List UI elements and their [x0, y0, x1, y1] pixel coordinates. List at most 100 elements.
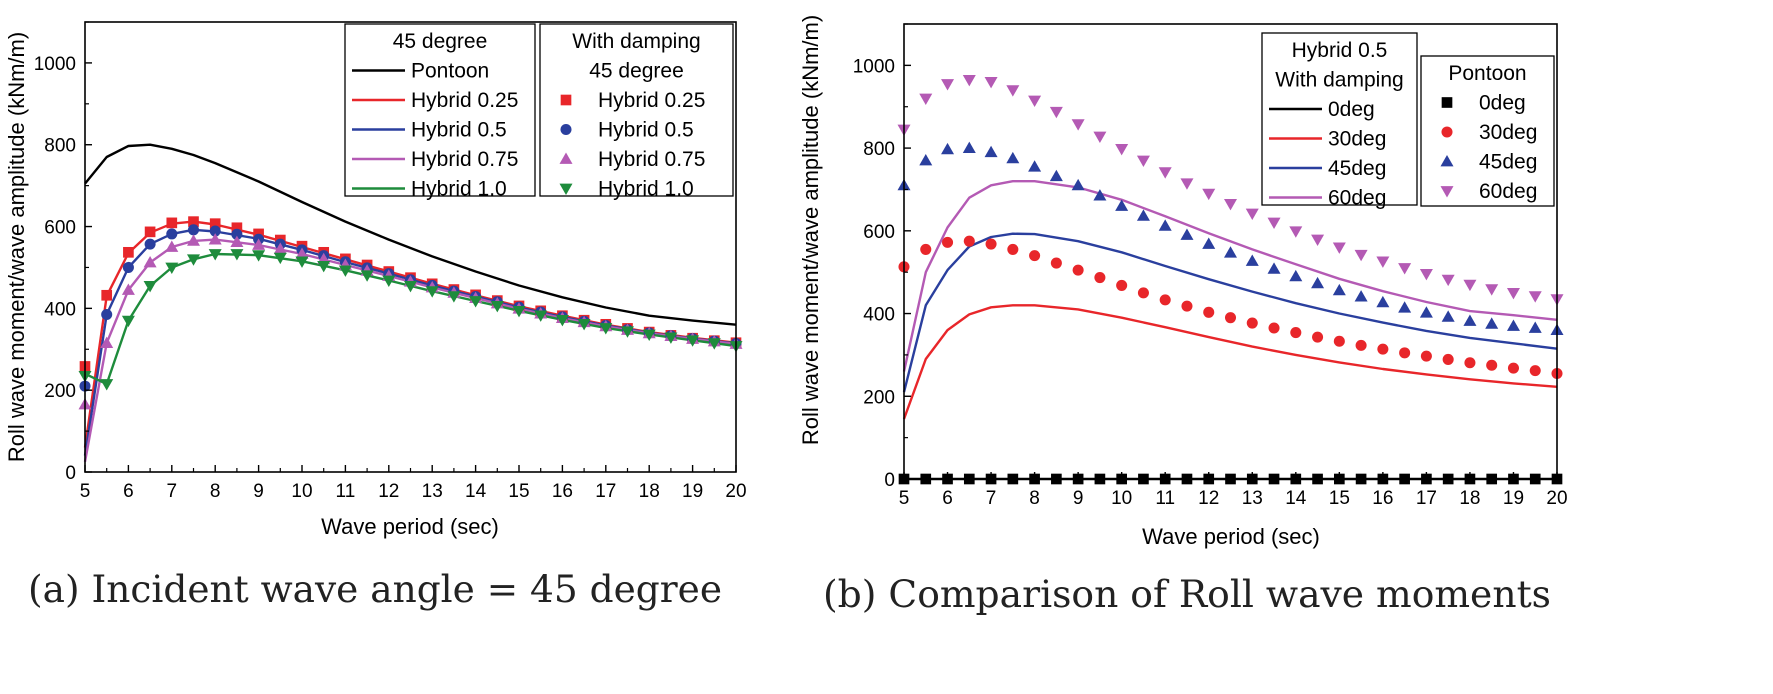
chart-a-legend-label-pontoon: Pontoon: [411, 60, 489, 83]
chart-b-point-60deg: [941, 79, 955, 91]
chart-a-legend-label-hybrid-0-75: Hybrid 0.75: [411, 148, 518, 171]
chart-b-point-45deg: [1506, 319, 1520, 331]
chart-b-point-45deg: [1419, 306, 1433, 318]
chart-a-ytick-label: 200: [44, 381, 76, 402]
chart-b-xtick-label: 12: [1198, 488, 1219, 509]
chart-a-point-hybrid-1-0: [317, 260, 331, 273]
chart-b-line-60deg: [902, 179, 1558, 372]
caption-b: (b) Comparison of Roll wave moments: [823, 573, 1551, 616]
chart-b-point-45deg: [1528, 321, 1542, 333]
chart-b: 5 6 7 8 9 10 11 12 13 14 15 16 17 18 19 200200400600800…: [798, 15, 1568, 549]
chart-b-ytick-label: 1000: [853, 56, 895, 77]
chart-b-point-45deg: [1180, 228, 1194, 240]
chart-a-legend-lines-box: [344, 23, 536, 197]
chart-a-point-hybrid-1-0: [425, 286, 439, 298]
chart-b-legend-marker-60deg: [1440, 186, 1454, 198]
chart-b-point-30deg: [1420, 350, 1432, 362]
chart-b-point-30deg: [1268, 322, 1280, 334]
chart-b-point-60deg: [919, 93, 933, 105]
chart-b-point-60deg: [1049, 106, 1063, 119]
chart-a-point-hybrid-0-25: [188, 216, 199, 227]
chart-a-xtick-label: 11: [336, 481, 356, 502]
chart-a-legend-markers-box: [539, 23, 734, 197]
chart-b-point-30deg: [1355, 339, 1367, 351]
chart-b-legend-lines-title: Hybrid 0.5: [1292, 39, 1388, 62]
chart-b-point-45deg: [984, 145, 998, 158]
chart-a-legend-label-hybrid-1-0: Hybrid 1.0: [598, 178, 694, 201]
chart-b-legend-marker-30deg: [1441, 126, 1453, 138]
chart-a-ytick-label: 400: [44, 299, 76, 320]
chart-a-point-hybrid-1-0: [187, 254, 200, 266]
chart-b-xtick-label: 6: [942, 488, 953, 509]
chart-b-point-45deg: [941, 142, 955, 155]
chart-b-point-45deg: [1398, 301, 1412, 313]
chart-a-point-hybrid-0-75: [187, 234, 200, 246]
chart-a-point-hybrid-1-0: [577, 319, 591, 331]
chart-a-legend-label-hybrid-0-25: Hybrid 0.25: [598, 89, 705, 112]
chart-b-xtick-label: 11: [1155, 488, 1175, 509]
caption-a: (a) Incident wave angle = 45 degree: [28, 568, 722, 611]
chart-b-point-30deg: [1094, 272, 1106, 284]
chart-b-xtick-label: 13: [1242, 488, 1263, 509]
chart-a-legend-markers-title: With damping: [572, 30, 700, 53]
chart-b-xtick-label: 17: [1416, 488, 1437, 509]
chart-b-point-30deg: [1116, 279, 1128, 291]
chart-b-xtick-label: 18: [1459, 488, 1480, 509]
chart-a-xtick-label: 12: [378, 481, 399, 502]
chart-a-point-hybrid-0-5: [101, 308, 113, 321]
chart-b-point-30deg: [1224, 312, 1237, 324]
chart-b-point-60deg: [1202, 188, 1216, 201]
chart-a-point-hybrid-1-0: [707, 338, 721, 350]
chart-b-point-30deg: [1246, 317, 1258, 329]
chart-b-line-30deg: [902, 304, 1558, 420]
chart-b-point-60deg: [1028, 95, 1042, 108]
chart-a-point-hybrid-0-5: [231, 228, 243, 240]
chart-b-point-45deg: [1376, 295, 1390, 308]
chart-a-point-hybrid-0-75: [295, 247, 309, 259]
chart-a-point-hybrid-0-5: [166, 228, 178, 240]
chart-b-point-45deg: [1485, 317, 1499, 329]
chart-b-point-60deg: [1506, 287, 1520, 300]
chart-a-xlabel: Wave period (sec): [321, 514, 499, 539]
chart-b-point-60deg: [1398, 263, 1412, 275]
chart-b-point-45deg: [1224, 246, 1237, 258]
chart-a-point-hybrid-1-0: [208, 249, 222, 261]
chart-a-point-hybrid-1-0: [447, 291, 461, 303]
chart-b-xtick-label: 5: [899, 488, 910, 509]
chart-b-point-30deg: [920, 243, 932, 255]
chart-a-point-hybrid-0-25: [123, 246, 134, 258]
chart-a-point-hybrid-1-0: [599, 323, 613, 335]
chart-a-legend-label-hybrid-0-5: Hybrid 0.5: [411, 119, 507, 142]
chart-b-point-30deg: [1377, 343, 1389, 355]
chart-b-ytick-label: 600: [863, 222, 895, 243]
chart-b-point-30deg: [985, 238, 997, 250]
chart-b-point-60deg: [1311, 234, 1325, 247]
chart-a-point-hybrid-0-75: [230, 235, 244, 247]
chart-b-point-45deg: [1354, 290, 1368, 302]
chart-a-point-hybrid-0-5: [209, 225, 221, 237]
chart-b-ytick-label: 400: [863, 305, 895, 326]
chart-b-xtick-label: 14: [1285, 488, 1307, 509]
chart-b-legend-markers-title: Pontoon: [1448, 62, 1526, 85]
chart-a-legend: 45 degree Pontoon Hybrid 0.25 Hybrid 0.5 Hyb…: [344, 23, 734, 201]
chart-b-point-45deg: [1071, 178, 1085, 191]
chart-a-ylabel: Roll wave moment/wave amplitude (kNm/m): [4, 32, 29, 462]
chart-b-point-45deg: [1289, 269, 1303, 282]
chart-b-point-60deg: [1115, 144, 1129, 156]
chart-a-point-hybrid-0-75: [252, 238, 266, 250]
chart-b-point-45deg: [1115, 199, 1129, 211]
chart-a-legend-marker-hybrid-1-0: [559, 183, 573, 195]
chart-a-point-hybrid-0-75: [143, 256, 157, 268]
chart-b-point-45deg: [1158, 219, 1172, 231]
chart-a-point-hybrid-0-75: [100, 336, 114, 349]
chart-b-point-45deg: [1311, 276, 1325, 289]
chart-a-point-hybrid-1-0: [273, 252, 287, 265]
chart-a-xtick-label: 14: [465, 481, 487, 502]
chart-a-point-hybrid-1-0: [295, 256, 309, 268]
chart-b-xlabel: Wave period (sec): [1142, 524, 1320, 549]
chart-a-point-hybrid-1-0: [621, 326, 634, 338]
chart-a-point-hybrid-1-0: [490, 301, 504, 313]
chart-b-point-30deg: [1050, 257, 1062, 269]
chart-a-point-hybrid-1-0: [121, 315, 135, 328]
